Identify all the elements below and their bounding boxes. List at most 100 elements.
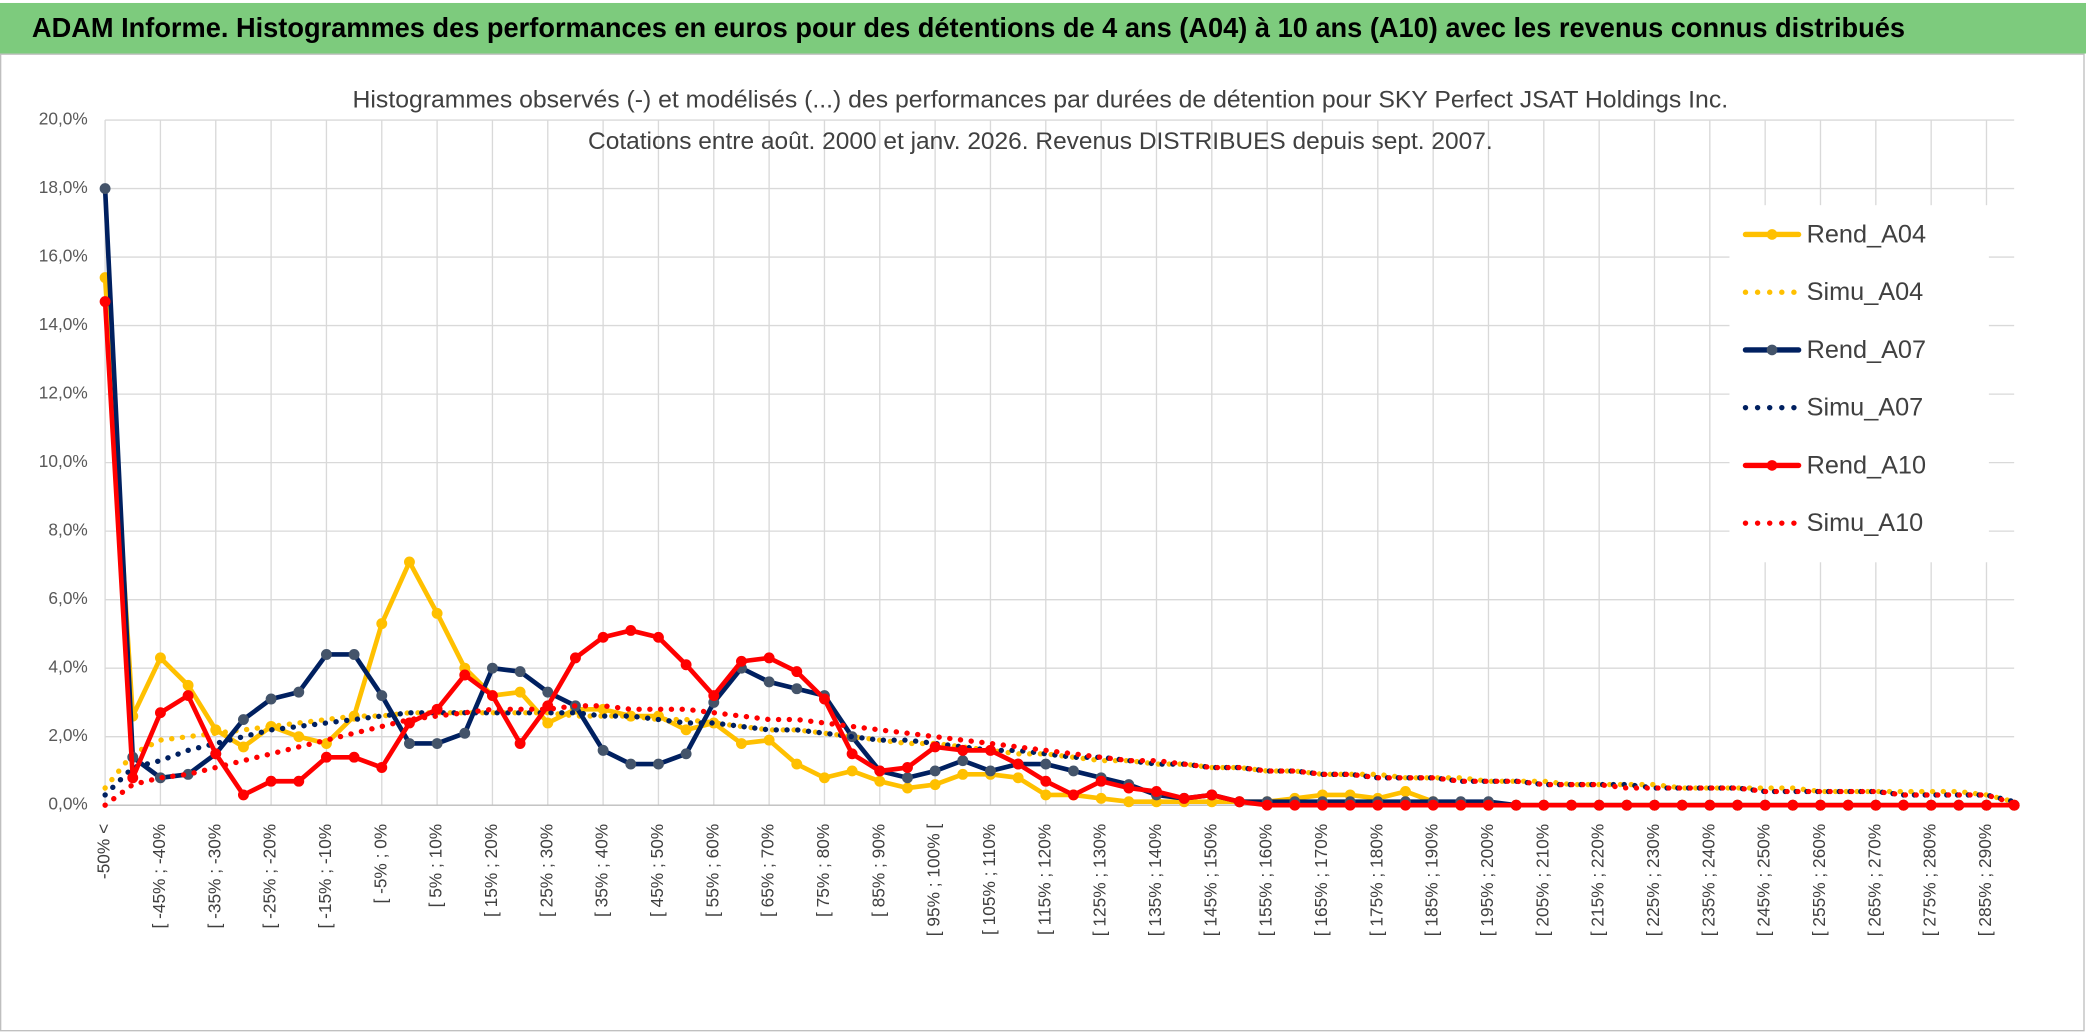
series-marker (1178, 792, 1190, 804)
series-line (102, 710, 2017, 805)
x-tick-label: [ 165% ; 170% (1311, 824, 1331, 936)
series-marker (403, 556, 415, 568)
y-tick-label: 20,0% (39, 109, 88, 129)
x-tick-label: [ 205% ; 210% (1532, 824, 1552, 936)
series-marker (348, 649, 360, 660)
series-marker (902, 782, 913, 794)
x-tick-label: [ 135% ; 140% (1145, 824, 1165, 936)
series-marker (1040, 775, 1052, 787)
series-marker (1234, 796, 1245, 808)
series-marker (874, 775, 886, 787)
legend-box (1729, 205, 1989, 563)
series-marker (1400, 799, 1411, 811)
x-tick-label: [ -35% ; -30% (204, 824, 224, 929)
series-marker (265, 775, 277, 787)
legend-label: Rend_A07 (1807, 336, 1926, 364)
series-marker (957, 755, 969, 767)
header-banner (0, 2, 2086, 54)
series-marker (320, 751, 332, 763)
series-marker (791, 666, 803, 678)
y-tick-label: 6,0% (48, 588, 87, 608)
series-marker (1344, 799, 1356, 811)
series-marker (1151, 786, 1162, 797)
legend-label: Rend_A10 (1807, 451, 1926, 479)
x-tick-label: [ 275% ; 280% (1920, 824, 1940, 936)
series-marker (1123, 782, 1135, 794)
x-tick-label: [ 255% ; 260% (1809, 824, 1829, 936)
series-marker (99, 183, 111, 195)
x-tick-label: [ 35% ; 40% (592, 824, 612, 917)
series-marker (957, 744, 969, 756)
series-marker (1925, 799, 1937, 811)
series-marker (1455, 799, 1467, 811)
x-tick-label: [ 5% ; 10% (426, 824, 446, 908)
series-marker (1400, 786, 1411, 797)
series-marker (237, 741, 249, 753)
series-marker (1068, 765, 1079, 777)
series-marker (237, 789, 249, 801)
legend-label: Simu_A10 (1807, 509, 1924, 537)
x-tick-label: [ 95% ; 100% [ (924, 824, 944, 937)
series-marker (1953, 799, 1965, 811)
series-marker (874, 765, 886, 777)
series-marker (1206, 789, 1218, 801)
series-line (102, 703, 2017, 808)
series-marker (1759, 799, 1771, 811)
x-tick-label: [ -5% ; 0% (370, 824, 390, 904)
legend-label: Simu_A04 (1807, 278, 1924, 306)
series-marker (680, 748, 692, 760)
series-marker (1372, 799, 1384, 811)
series-marker (929, 779, 941, 791)
series-marker (376, 762, 388, 773)
x-tick-label: [ 225% ; 230% (1643, 824, 1663, 936)
series-marker (1012, 758, 1024, 770)
series-marker (1538, 799, 1550, 811)
series-marker (819, 772, 830, 784)
series-marker (154, 652, 166, 664)
series-marker (1040, 789, 1052, 801)
series-marker (597, 744, 609, 756)
y-tick-label: 4,0% (48, 657, 87, 677)
series-marker (459, 727, 471, 739)
y-tick-label: 8,0% (48, 520, 87, 540)
series-marker (1510, 799, 1522, 811)
series-marker (985, 765, 996, 777)
x-tick-label: [ 105% ; 110% (979, 824, 999, 935)
series-marker (237, 714, 249, 726)
page-title: ADAM Informe. Histogrammes des performan… (32, 12, 1905, 43)
legend-label: Rend_A04 (1807, 220, 1926, 248)
series-marker (542, 700, 554, 712)
legend-marker (1766, 229, 1778, 240)
plot: 0,0% 2,0% 4,0% 6,0% 8,0% 10,0% 12,0% 14,0% 16,0%… (39, 109, 2020, 937)
series-marker (1704, 799, 1716, 811)
series-marker (1621, 799, 1633, 811)
series-marker (791, 683, 803, 695)
series-marker (1040, 758, 1052, 770)
series-marker (154, 707, 166, 719)
series-marker (182, 690, 194, 702)
series-marker (763, 652, 775, 664)
series-marker (431, 607, 443, 619)
x-tick-label: [ -45% ; -40% (149, 824, 169, 929)
series-marker (1815, 799, 1826, 811)
series-marker (652, 758, 664, 770)
x-tick-label: [ -15% ; -10% (315, 824, 335, 929)
series-marker (625, 758, 637, 770)
series-marker (542, 717, 554, 729)
series-marker (293, 731, 305, 743)
series-marker (735, 655, 747, 667)
y-tick-label: 12,0% (39, 383, 88, 403)
series-marker (1123, 796, 1135, 808)
series-marker (1842, 799, 1854, 811)
x-tick-label: [ 195% ; 200% (1477, 824, 1497, 936)
series-line (102, 710, 2017, 805)
series-marker (127, 772, 139, 784)
series-marker (597, 631, 609, 643)
x-tick-label: [ 155% ; 160% (1256, 824, 1276, 936)
series-marker (680, 659, 692, 671)
y-tick-label: 10,0% (39, 451, 88, 471)
series-marker (763, 676, 775, 688)
series-marker (902, 762, 913, 773)
legend-marker (1766, 460, 1778, 471)
series-marker (763, 734, 775, 746)
